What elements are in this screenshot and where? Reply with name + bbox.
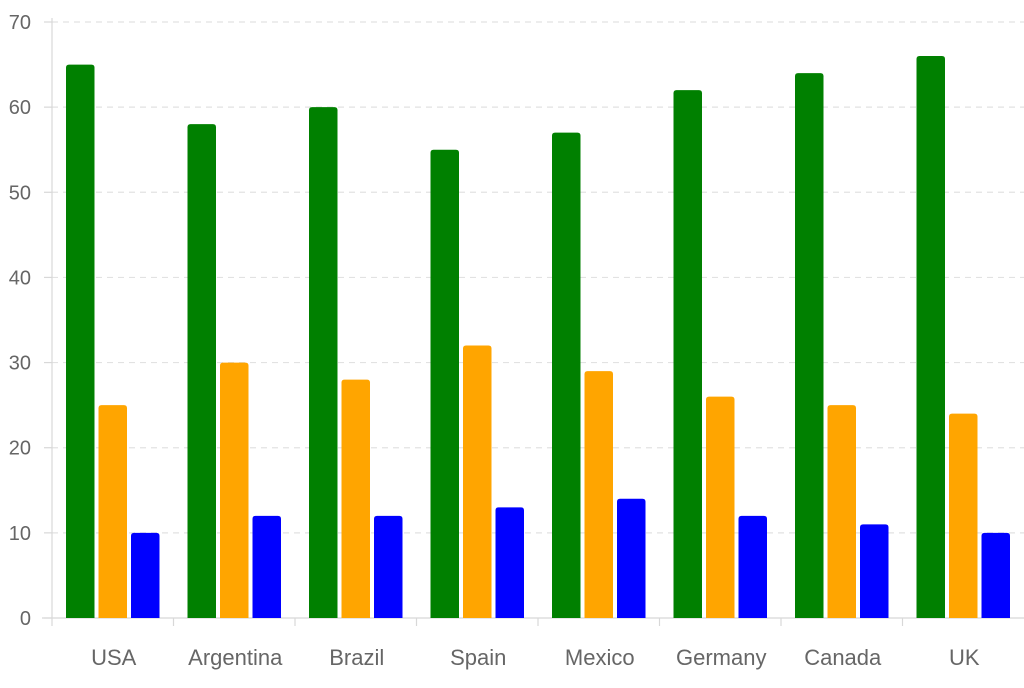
x-tick-labels: USA Argentina Brazil Spain Mexico Germany Cana…	[91, 645, 980, 670]
bar-uk-series-2[interactable]	[949, 413, 978, 618]
y-tick-label: 50	[9, 182, 31, 204]
x-tick-label-argentina: Argentina	[188, 645, 283, 670]
bar-spain-series-2[interactable]	[463, 345, 492, 618]
y-tick-label: 10	[9, 523, 31, 545]
bar-argentina-series-2[interactable]	[220, 362, 249, 618]
bar-canada-series-3[interactable]	[860, 524, 889, 618]
x-tick-label-germany: Germany	[676, 645, 766, 670]
bar-spain-series-1[interactable]	[430, 149, 460, 618]
bar-mexico-series-3[interactable]	[617, 498, 646, 618]
bar-germany-series-3[interactable]	[738, 515, 768, 618]
bar-argentina-series-3[interactable]	[252, 515, 282, 618]
x-tick-label-usa: USA	[91, 645, 137, 670]
bar-argentina-series-1[interactable]	[187, 124, 217, 619]
bar-brazil-series-3[interactable]	[374, 515, 403, 618]
bar-canada-series-1[interactable]	[795, 73, 824, 619]
bar-usa-series-1[interactable]	[66, 64, 95, 619]
y-tick-label: 20	[9, 438, 31, 460]
x-tick-label-canada: Canada	[804, 645, 882, 670]
bar-germany-series-2[interactable]	[706, 396, 735, 618]
bar-brazil-series-1[interactable]	[309, 107, 338, 619]
x-tick-label-brazil: Brazil	[329, 645, 384, 670]
x-tick-label-mexico: Mexico	[565, 645, 635, 670]
bar-canada-series-2[interactable]	[827, 405, 857, 618]
y-tick-labels: 0 10 20 30 40 50 60 70	[9, 12, 31, 630]
y-tick-label: 60	[9, 97, 31, 119]
bar-germany-series-1[interactable]	[673, 90, 703, 619]
y-tick-label: 0	[20, 608, 31, 630]
bar-usa-series-3[interactable]	[131, 532, 160, 618]
x-tick-label-uk: UK	[949, 645, 980, 670]
x-tick-label-spain: Spain	[450, 645, 506, 670]
bar-mexico-series-2[interactable]	[584, 371, 614, 618]
y-tick-label: 40	[9, 267, 31, 289]
bar-usa-series-2[interactable]	[98, 405, 128, 618]
bar-mexico-series-1[interactable]	[552, 132, 581, 618]
bar-brazil-series-2[interactable]	[341, 379, 371, 618]
y-tick-label: 70	[9, 12, 31, 34]
y-tick-label: 30	[9, 353, 31, 375]
bar-spain-series-3[interactable]	[495, 507, 525, 618]
bar-uk-series-1[interactable]	[916, 56, 946, 619]
bar-uk-series-3[interactable]	[981, 532, 1011, 618]
grid-lines	[52, 21, 1024, 534]
bars	[66, 56, 1011, 619]
